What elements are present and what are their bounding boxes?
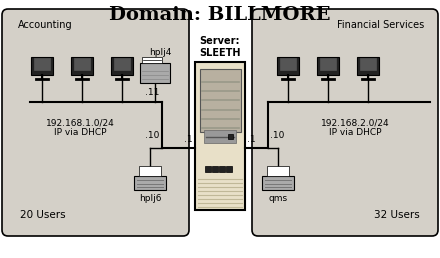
Bar [277, 57, 299, 75]
Text: Financial Services: Financial Services [337, 20, 424, 30]
Bar [267, 166, 289, 176]
Bar [212, 166, 217, 172]
Text: .10: .10 [145, 131, 159, 140]
Bar [134, 176, 166, 190]
Bar [320, 58, 336, 70]
Bar [204, 130, 236, 143]
Text: Server:
SLEETH: Server: SLEETH [199, 36, 241, 58]
Bar [317, 57, 339, 75]
Bar [262, 176, 294, 190]
Bar [280, 58, 296, 70]
Bar [205, 166, 210, 172]
Bar [225, 166, 231, 172]
Bar [71, 57, 93, 75]
Text: .11: .11 [145, 88, 159, 97]
Bar [357, 57, 379, 75]
Text: 192.168.2.0/24
IP via DHCP: 192.168.2.0/24 IP via DHCP [321, 118, 389, 138]
Bar [139, 166, 161, 176]
Bar [360, 58, 376, 70]
Bar [74, 58, 90, 70]
Text: 20 Users: 20 Users [20, 210, 66, 220]
Text: qms: qms [268, 194, 288, 203]
FancyBboxPatch shape [2, 9, 189, 236]
Bar [31, 57, 53, 75]
Text: .1: .1 [247, 135, 256, 144]
Bar [114, 58, 130, 70]
Text: .1: .1 [184, 135, 193, 144]
Bar [228, 134, 233, 139]
Text: Accounting: Accounting [18, 20, 73, 30]
Bar [34, 58, 50, 70]
Bar [219, 166, 224, 172]
Text: 32 Users: 32 Users [374, 210, 420, 220]
Text: hplj4: hplj4 [149, 48, 171, 57]
Bar [142, 57, 162, 63]
Text: .10: .10 [270, 131, 284, 140]
Bar [140, 63, 170, 83]
Bar [111, 57, 133, 75]
Text: hplj6: hplj6 [139, 194, 161, 203]
FancyBboxPatch shape [252, 9, 438, 236]
Bar [199, 69, 241, 132]
Text: 192.168.1.0/24
IP via DHCP: 192.168.1.0/24 IP via DHCP [46, 118, 114, 138]
Text: Domain: BILLMORE: Domain: BILLMORE [109, 6, 331, 24]
Bar [195, 62, 245, 210]
